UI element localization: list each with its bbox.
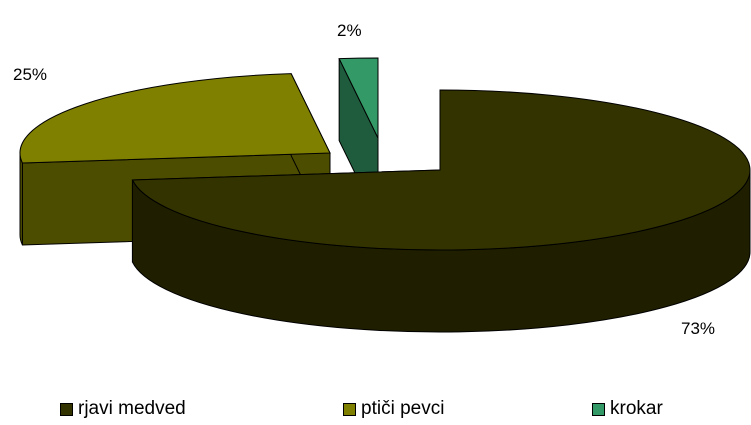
slice-label-ptici-pevci: 25%: [13, 65, 47, 84]
legend-label-rjavi-medved: rjavi medved: [78, 398, 186, 419]
legend-swatch-krokar: [592, 402, 605, 416]
legend-label-ptici-pevci: ptiči pevci: [361, 398, 445, 419]
slice-top-krokar: [338, 57, 379, 139]
slice-top-ptici-pevci: [19, 73, 331, 164]
slice-label-rjavi-medved: 73%: [681, 319, 715, 338]
slice-label-krokar: 2%: [337, 21, 362, 40]
pie-slices: [19, 57, 751, 333]
pie-labels: 73% 25% 2%: [13, 21, 715, 338]
slice-rjavi-medved: [131, 89, 751, 333]
legend-swatch-rjavi-medved: [60, 402, 73, 416]
slice-outer-face-ptici-pevci: [19, 152, 23, 246]
legend: rjavi medved ptiči pevci krokar: [0, 398, 751, 422]
legend-label-krokar: krokar: [610, 398, 663, 419]
legend-swatch-ptici-pevci: [343, 402, 356, 416]
legend-item-krokar: krokar: [592, 398, 663, 420]
slice-top-rjavi-medved: [131, 89, 751, 251]
legend-item-rjavi-medved: rjavi medved: [60, 398, 186, 420]
legend-item-ptici-pevci: ptiči pevci: [343, 398, 444, 420]
